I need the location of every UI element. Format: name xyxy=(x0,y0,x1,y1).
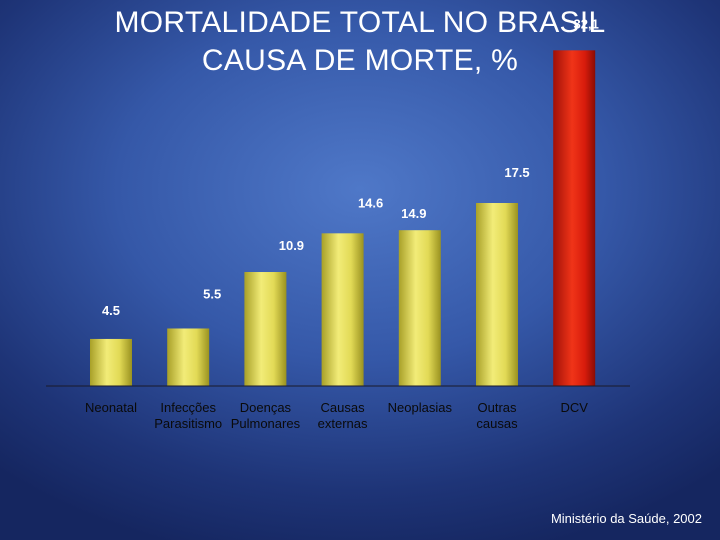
category-label-1-1: Parasitismo xyxy=(154,416,222,431)
data-label-4: 14.9 xyxy=(401,206,426,221)
data-label-1: 5.5 xyxy=(203,286,221,301)
bar-0 xyxy=(90,338,132,386)
category-label-2-1: Pulmonares xyxy=(231,416,301,431)
category-label-4-0: Neoplasias xyxy=(388,400,453,415)
bar-3 xyxy=(321,233,364,386)
category-label-6-0: DCV xyxy=(560,400,588,415)
bar-4 xyxy=(398,230,441,386)
data-label-6: 32,1 xyxy=(574,16,599,31)
chart-title-line-1: MORTALIDADE TOTAL NO BRASIL xyxy=(114,6,606,39)
chart-title-line-2: CAUSA DE MORTE, % xyxy=(201,44,519,77)
data-label-0: 4.5 xyxy=(102,303,120,318)
data-label-3: 14.6 xyxy=(358,195,383,210)
source-note: Ministério da Saúde, 2002 xyxy=(550,511,702,526)
category-label-3-1: externas xyxy=(318,416,368,431)
category-label-3-0: Causas xyxy=(321,400,366,415)
bar-5 xyxy=(476,203,518,386)
data-label-2: 10.9 xyxy=(279,238,304,253)
category-label-0-0: Neonatal xyxy=(85,400,137,415)
bar-6 xyxy=(553,50,596,386)
chart-title: MORTALIDADE TOTAL NO BRASIL CAUSA DE MOR… xyxy=(0,4,720,80)
category-label-1-0: Infecções xyxy=(160,400,216,415)
bar-2 xyxy=(244,272,287,386)
category-label-5-1: causas xyxy=(476,416,518,431)
category-label-5-0: Outras xyxy=(477,400,517,415)
bar-1 xyxy=(167,328,210,386)
category-label-2-0: Doenças xyxy=(240,400,292,415)
data-label-5: 17.5 xyxy=(504,165,529,180)
